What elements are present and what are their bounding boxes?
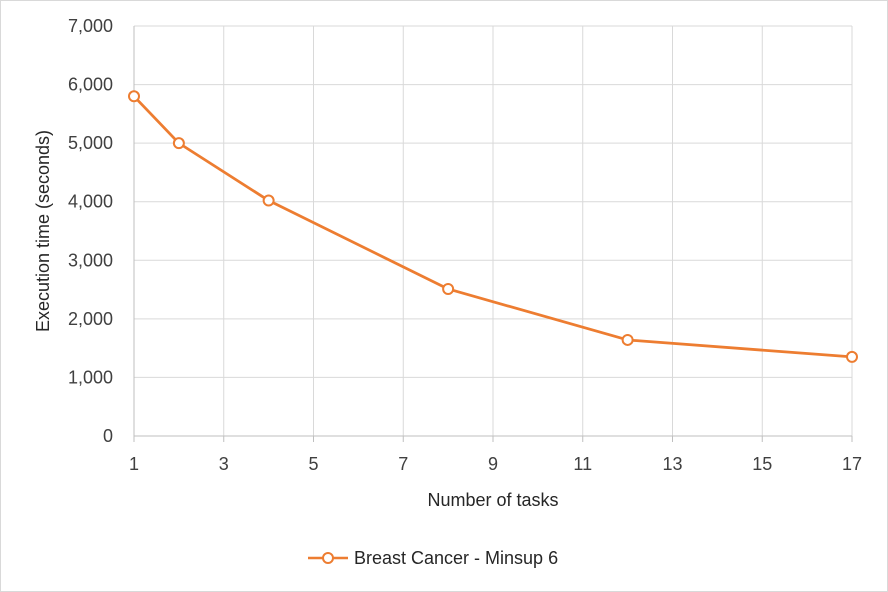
data-point — [442, 282, 455, 295]
y-axis-title: Execution time (seconds) — [33, 130, 53, 332]
x-tick-label: 15 — [752, 454, 772, 474]
data-point — [621, 333, 634, 346]
x-axis-title: Number of tasks — [427, 490, 558, 510]
y-tick-label: 2,000 — [68, 309, 113, 329]
series-layer — [128, 90, 858, 363]
x-tick-label: 1 — [129, 454, 139, 474]
data-point — [172, 137, 185, 150]
x-tick-labels: 1 3 5 7 9 11 13 15 17 — [129, 454, 862, 474]
y-tick-label: 4,000 — [68, 192, 113, 212]
y-tick-labels: 0 1,000 2,000 3,000 4,000 5,000 6,000 7,000 — [68, 16, 113, 446]
series-line — [133, 95, 853, 359]
y-tick-label: 7,000 — [68, 16, 113, 36]
y-tick-label: 6,000 — [68, 75, 113, 95]
x-tick-label: 17 — [842, 454, 862, 474]
y-tick-label: 1,000 — [68, 367, 113, 387]
x-tick-label: 11 — [573, 454, 592, 474]
y-tick-label: 0 — [103, 426, 113, 446]
x-tick-label: 7 — [398, 454, 408, 474]
y-tick-label: 5,000 — [68, 133, 113, 153]
data-point — [262, 194, 275, 207]
x-tick-label: 9 — [488, 454, 498, 474]
x-tick-label: 5 — [308, 454, 318, 474]
x-tick-label: 13 — [662, 454, 682, 474]
y-tick-label: 3,000 — [68, 250, 113, 270]
legend: Breast Cancer - Minsup 6 — [308, 548, 558, 568]
gridlines — [134, 25, 853, 436]
legend-marker-swatch — [322, 552, 334, 564]
data-point — [128, 90, 140, 103]
x-tick-label: 3 — [219, 454, 229, 474]
data-point — [846, 350, 858, 363]
legend-label: Breast Cancer - Minsup 6 — [354, 548, 558, 568]
